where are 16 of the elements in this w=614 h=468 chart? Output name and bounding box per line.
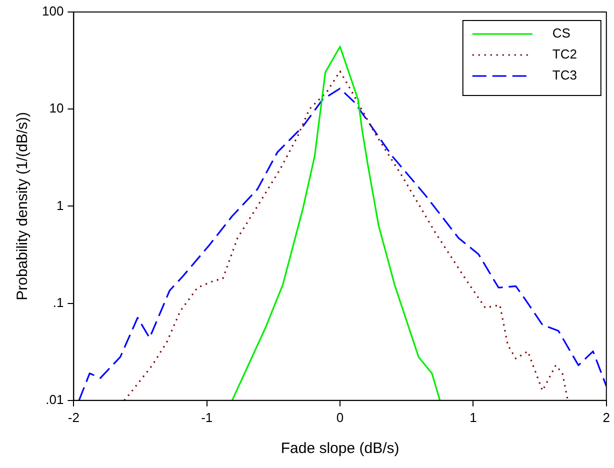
y-tick-label: 10 <box>49 100 64 116</box>
x-tick-label: -2 <box>68 410 80 425</box>
y-tick-label: 100 <box>42 4 64 19</box>
y-tick-label: .1 <box>52 294 64 310</box>
legend-label: TC3 <box>552 68 577 83</box>
x-axis-title: Fade slope (dB/s) <box>280 440 400 458</box>
line-series <box>78 88 606 400</box>
x-tick-label: -1 <box>201 410 213 425</box>
y-tick-label: .01 <box>46 392 64 407</box>
y-tick-label: 1 <box>56 198 64 213</box>
x-tick-label: 0 <box>336 410 344 425</box>
legend-label: TC2 <box>552 46 577 62</box>
legend-label: CS <box>552 26 571 41</box>
x-tick-label: 2 <box>602 410 610 425</box>
y-axis-title: Probability density (1/(dB/s)) <box>14 112 32 300</box>
x-tick-label: 1 <box>470 410 477 425</box>
